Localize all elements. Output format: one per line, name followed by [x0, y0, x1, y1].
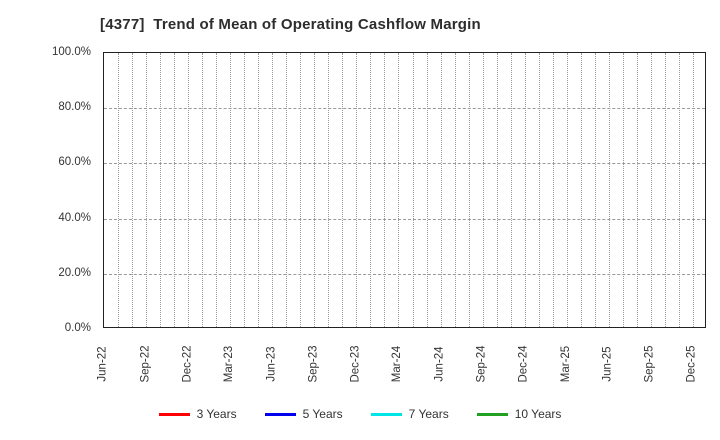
vertical-gridline — [552, 53, 554, 327]
vertical-gridline — [328, 53, 330, 327]
x-axis-tick-label: Sep-25 — [643, 345, 656, 383]
legend-label: 3 Years — [196, 407, 237, 421]
chart-title: [4377] Trend of Mean of Operating Cashfl… — [100, 16, 481, 33]
x-axis-tick-label: Jun-25 — [601, 346, 614, 382]
x-axis-tick-label: Dec-22 — [181, 345, 194, 383]
vertical-gridline — [664, 53, 666, 327]
vertical-gridline — [412, 53, 414, 327]
vertical-gridline — [356, 53, 358, 327]
vertical-gridline — [440, 53, 442, 327]
horizontal-gridline — [104, 163, 705, 165]
y-axis-tick-label: 0.0% — [64, 322, 91, 334]
vertical-gridline — [510, 53, 512, 327]
vertical-gridline — [342, 53, 344, 327]
vertical-gridline — [188, 53, 190, 327]
vertical-gridline — [258, 53, 260, 327]
x-axis-tick-label: Jun-22 — [96, 346, 109, 382]
vertical-gridline — [566, 53, 568, 327]
vertical-gridline — [524, 53, 526, 327]
legend-label: 10 Years — [514, 407, 562, 421]
plot-area — [103, 52, 706, 328]
y-axis-tick-label: 80.0% — [58, 101, 91, 114]
vertical-gridline — [594, 53, 596, 327]
vertical-gridline — [230, 53, 232, 327]
y-axis-tick-label: 60.0% — [58, 156, 91, 169]
vertical-gridline — [580, 53, 582, 327]
legend-line-icon — [264, 412, 296, 416]
legend-item-3-years: 3 Years — [158, 407, 237, 421]
x-axis-tick-label: Dec-23 — [349, 345, 362, 383]
vertical-gridline — [538, 53, 540, 327]
vertical-gridline — [692, 53, 694, 327]
legend-line-icon — [370, 412, 402, 416]
vertical-gridline — [398, 53, 400, 327]
chart-legend: 3 Years 5 Years 7 Years 10 Years — [0, 404, 720, 424]
x-axis-tick-label: Mar-25 — [559, 345, 572, 383]
x-axis-tick-label: Sep-23 — [307, 345, 320, 383]
vertical-gridline — [118, 53, 120, 327]
x-axis-tick-label: Mar-24 — [391, 345, 404, 383]
vertical-gridline — [272, 53, 274, 327]
x-axis-tick-label: Jun-24 — [433, 346, 446, 382]
x-axis-tick-label: Sep-22 — [139, 345, 152, 383]
vertical-gridline — [608, 53, 610, 327]
vertical-gridline — [678, 53, 680, 327]
vertical-gridline — [482, 53, 484, 327]
vertical-gridline — [426, 53, 428, 327]
vertical-gridline — [636, 53, 638, 327]
x-axis-tick-label: Jun-23 — [265, 346, 278, 382]
vertical-gridline — [300, 53, 302, 327]
vertical-gridline — [468, 53, 470, 327]
horizontal-gridline — [104, 273, 705, 275]
x-axis-tick-label: Dec-25 — [685, 345, 698, 383]
x-axis-tick-label: Mar-23 — [223, 345, 236, 383]
vertical-gridline — [244, 53, 246, 327]
vertical-gridline — [454, 53, 456, 327]
vertical-gridline — [314, 53, 316, 327]
legend-item-10-years: 10 Years — [476, 407, 562, 421]
vertical-gridline — [496, 53, 498, 327]
y-axis-tick-label: 40.0% — [58, 211, 91, 224]
horizontal-gridline — [104, 108, 705, 110]
legend-label: 7 Years — [408, 407, 449, 421]
vertical-gridline — [370, 53, 372, 327]
vertical-gridline — [132, 53, 134, 327]
legend-item-5-years: 5 Years — [264, 407, 343, 421]
vertical-gridline — [160, 53, 162, 327]
vertical-gridline — [622, 53, 624, 327]
vertical-gridline — [202, 53, 204, 327]
legend-line-icon — [476, 412, 508, 416]
legend-line-icon — [158, 412, 190, 416]
legend-label: 5 Years — [302, 407, 343, 421]
vertical-gridline — [174, 53, 176, 327]
y-axis-tick-label: 20.0% — [58, 266, 91, 279]
vertical-gridline — [216, 53, 218, 327]
vertical-gridline — [146, 53, 148, 327]
vertical-gridline — [384, 53, 386, 327]
y-axis-tick-label: 100.0% — [51, 46, 91, 58]
vertical-gridline — [650, 53, 652, 327]
legend-item-7-years: 7 Years — [370, 407, 449, 421]
vertical-gridline — [286, 53, 288, 327]
x-axis-tick-label: Sep-24 — [475, 345, 488, 383]
horizontal-gridline — [104, 218, 705, 220]
x-axis-tick-label: Dec-24 — [517, 345, 530, 383]
